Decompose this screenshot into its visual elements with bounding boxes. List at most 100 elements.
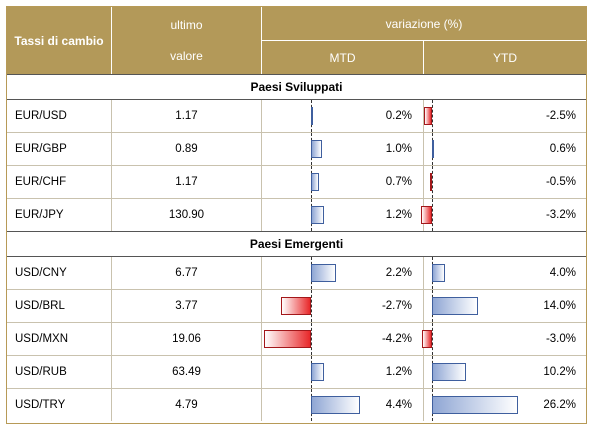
header-ultimo: ultimo [112,7,261,40]
column-divider [111,290,112,322]
ytd-bar [432,363,466,381]
row-divider [7,289,586,290]
column-divider [423,257,424,289]
mtd-bar [263,330,311,348]
last-value: 19.06 [172,333,201,345]
currency-pair: USD/TRY [15,399,66,411]
ytd-value: -0.5% [545,176,576,188]
ytd-value: 10.2% [543,366,576,378]
last-value: 130.90 [168,209,205,221]
header-tassi-di-cambio: Tassi di cambio [7,7,111,74]
table-row: USD/MXN 19.06 -4.2% -3.0% [7,323,586,355]
last-value: 63.49 [172,366,201,378]
row-divider [7,322,586,323]
column-divider [111,133,112,165]
section-title: Paesi Emergenti [249,237,344,251]
table-row: USD/RUB 63.49 1.2% 10.2% [7,356,586,388]
ytd-bar [421,206,432,224]
column-divider [423,356,424,388]
table-row: EUR/USD 1.17 0.2% -2.5% [7,100,586,132]
table-row: USD/CNY 6.77 2.2% 4.0% [7,257,586,289]
header-variazione: variazione (%) [262,7,586,40]
mtd-value: 1.2% [385,209,412,221]
last-value: 0.89 [175,143,198,155]
mtd-value: 1.0% [385,143,412,155]
column-divider [111,257,112,289]
ytd-value: -3.0% [545,333,576,345]
mtd-value: 1.2% [385,366,412,378]
ytd-zero-axis [432,323,433,355]
table-row: EUR/CHF 1.17 0.7% -0.5% [7,166,586,198]
fx-rates-table: Tassi di cambio ultimo valore variazione… [6,6,587,424]
row-divider [7,355,586,356]
mtd-bar [280,297,311,315]
ytd-value: 4.0% [549,267,576,279]
currency-pair: USD/CNY [15,267,67,279]
header-valore: valore [112,40,261,74]
section-title: Paesi Sviluppati [250,80,343,94]
row-divider [7,165,586,166]
row-divider [7,388,586,389]
mtd-bar [311,173,319,191]
mtd-value: 0.2% [385,110,412,122]
column-divider [261,133,262,165]
column-divider [261,199,262,231]
mtd-value: -4.2% [381,333,412,345]
currency-pair: USD/RUB [15,366,67,378]
header-divider [262,40,586,41]
column-divider [111,166,112,198]
mtd-bar [311,206,325,224]
ytd-value: -2.5% [545,110,576,122]
header-divider [423,40,424,74]
mtd-value: 0.7% [385,176,412,188]
mtd-zero-axis [311,323,312,355]
last-value: 1.17 [175,110,198,122]
column-divider [111,199,112,231]
last-value: 6.77 [175,267,198,279]
table-row: USD/BRL 3.77 -2.7% 14.0% [7,290,586,322]
header-divider [111,7,112,74]
section-divider [7,74,586,75]
currency-pair: USD/MXN [15,333,69,345]
mtd-bar [311,140,323,158]
column-divider [261,166,262,198]
last-value: 1.17 [175,176,198,188]
row-divider [7,256,586,257]
mtd-bar [311,107,314,125]
ytd-value: 0.6% [549,143,576,155]
ytd-value: 14.0% [543,300,576,312]
last-value: 4.79 [175,399,198,411]
row-divider [7,198,586,199]
column-divider [111,356,112,388]
currency-pair: EUR/CHF [15,176,67,188]
mtd-value: 2.2% [385,267,412,279]
column-divider [423,133,424,165]
column-divider [423,290,424,322]
ytd-bar [432,140,434,158]
currency-pair: EUR/GBP [15,143,67,155]
mtd-zero-axis [311,290,312,322]
column-divider [261,323,262,355]
ytd-zero-axis [432,199,433,231]
ytd-bar [423,107,432,125]
column-divider [261,290,262,322]
column-divider [423,389,424,421]
table-row: EUR/GBP 0.89 1.0% 0.6% [7,133,586,165]
ytd-bar [432,297,479,315]
currency-pair: EUR/JPY [15,209,64,221]
currency-pair: USD/BRL [15,300,65,312]
mtd-bar [311,396,361,414]
row-divider [7,99,586,100]
ytd-bar [432,396,519,414]
column-divider [423,100,424,132]
column-divider [261,389,262,421]
column-divider [423,166,424,198]
header-ytd: YTD [424,41,586,74]
column-divider [111,389,112,421]
table-row: USD/TRY 4.79 4.4% 26.2% [7,389,586,421]
header-mtd: MTD [262,41,423,74]
ytd-value: 26.2% [543,399,576,411]
mtd-value: -2.7% [381,300,412,312]
mtd-bar [311,363,325,381]
table-row: EUR/JPY 130.90 1.2% -3.2% [7,199,586,231]
